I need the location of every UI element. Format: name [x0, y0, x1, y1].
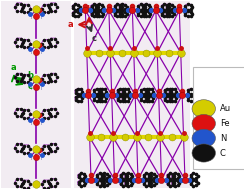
Text: c: c — [92, 34, 96, 43]
Text: c: c — [28, 82, 33, 91]
Text: b: b — [86, 5, 92, 14]
Circle shape — [192, 115, 215, 133]
FancyBboxPatch shape — [74, 1, 190, 188]
Text: Fe: Fe — [220, 119, 229, 128]
Text: b: b — [28, 71, 33, 80]
Circle shape — [192, 144, 215, 162]
Text: C: C — [220, 149, 226, 157]
Text: Au: Au — [220, 104, 231, 113]
Text: a: a — [67, 20, 73, 29]
Text: a: a — [10, 63, 16, 72]
Circle shape — [192, 100, 215, 118]
Circle shape — [192, 129, 215, 147]
FancyBboxPatch shape — [193, 67, 244, 169]
Text: N: N — [220, 134, 226, 143]
FancyBboxPatch shape — [1, 1, 71, 188]
